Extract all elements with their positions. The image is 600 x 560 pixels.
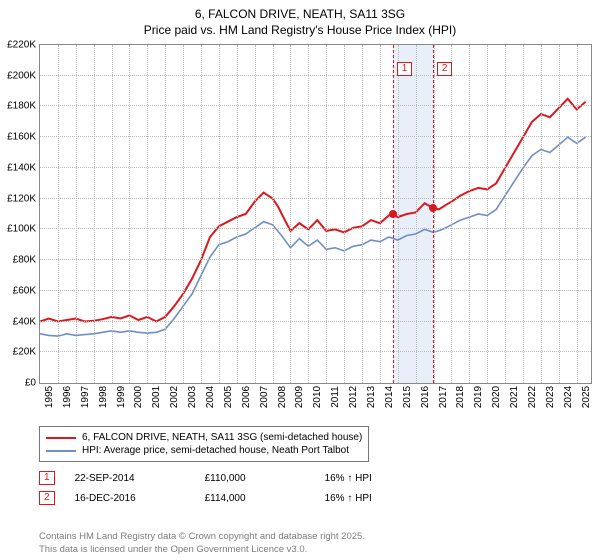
x-tick-label: 2015	[398, 386, 413, 408]
y-tick-label: £180K	[7, 101, 40, 112]
x-tick-label: 2013	[362, 386, 377, 408]
y-tick-label: £220K	[7, 40, 40, 51]
sale-row: 1 22-SEP-2014 £110,000 16% ↑ HPI	[39, 468, 590, 488]
marker-dot-2	[429, 204, 437, 212]
x-tick-label: 1996	[58, 386, 73, 408]
legend-label: HPI: Average price, semi-detached house,…	[82, 445, 349, 456]
sale-index-box: 2	[39, 491, 55, 505]
x-tick-label: 1997	[76, 386, 91, 408]
x-tick-label: 2022	[523, 386, 538, 408]
x-tick-label: 2006	[237, 386, 252, 408]
y-tick-label: £60K	[13, 285, 40, 296]
x-tick-label: 2012	[344, 386, 359, 408]
legend-label: 6, FALCON DRIVE, NEATH, SA11 3SG (semi-d…	[82, 432, 362, 443]
legend-swatch	[46, 437, 76, 439]
legend-item: 6, FALCON DRIVE, NEATH, SA11 3SG (semi-d…	[46, 431, 362, 444]
legend-item: HPI: Average price, semi-detached house,…	[46, 444, 362, 457]
x-tick-label: 2016	[416, 386, 431, 408]
sale-date: 16-DEC-2016	[75, 493, 185, 504]
x-tick-label: 2003	[183, 386, 198, 408]
chart-title: 6, FALCON DRIVE, NEATH, SA11 3SG Price p…	[0, 0, 600, 38]
x-tick-label: 2025	[577, 386, 592, 408]
sale-index-box: 1	[39, 471, 55, 485]
x-tick-label: 2011	[326, 386, 341, 408]
x-tick-label: 1995	[40, 386, 55, 408]
y-tick-label: £40K	[13, 316, 40, 327]
y-tick-label: £120K	[7, 193, 40, 204]
x-tick-label: 2019	[469, 386, 484, 408]
x-tick-label: 2004	[201, 386, 216, 408]
marker-label-2: 2	[437, 62, 453, 76]
y-tick-label: £160K	[7, 132, 40, 143]
marker-dot-1	[389, 210, 397, 218]
y-tick-label: £0	[25, 378, 40, 389]
sale-date: 22-SEP-2014	[75, 473, 185, 484]
sale-delta: 16% ↑ HPI	[325, 493, 372, 504]
footer-line1: Contains HM Land Registry data © Crown c…	[39, 531, 365, 543]
x-tick-label: 2000	[129, 386, 144, 408]
x-tick-label: 2018	[451, 386, 466, 408]
x-tick-label: 2014	[380, 386, 395, 408]
x-tick-label: 1998	[94, 386, 109, 408]
x-tick-label: 2023	[541, 386, 556, 408]
y-tick-label: £80K	[13, 255, 40, 266]
sale-price: £114,000	[205, 493, 305, 504]
marker-line-2	[433, 45, 434, 383]
x-tick-label: 2002	[165, 386, 180, 408]
title-line1: 6, FALCON DRIVE, NEATH, SA11 3SG	[0, 6, 600, 22]
x-tick-label: 2008	[273, 386, 288, 408]
series-price_paid	[40, 99, 586, 322]
x-tick-label: 2007	[255, 386, 270, 408]
chart-plot-area: £0£20K£40K£60K£80K£100K£120K£140K£160K£1…	[39, 44, 592, 384]
x-tick-label: 2021	[505, 386, 520, 408]
x-tick-label: 2024	[559, 386, 574, 408]
legend-swatch	[46, 450, 76, 452]
legend-box: 6, FALCON DRIVE, NEATH, SA11 3SG (semi-d…	[39, 426, 369, 462]
y-tick-label: £200K	[7, 70, 40, 81]
y-tick-label: £20K	[13, 347, 40, 358]
y-tick-label: £100K	[7, 224, 40, 235]
y-tick-label: £140K	[7, 162, 40, 173]
x-tick-label: 2010	[308, 386, 323, 408]
x-tick-label: 2020	[487, 386, 502, 408]
footer-line2: This data is licensed under the Open Gov…	[39, 544, 365, 556]
x-tick-label: 1999	[112, 386, 127, 408]
sale-delta: 16% ↑ HPI	[325, 473, 372, 484]
marker-label-1: 1	[397, 62, 413, 76]
x-tick-label: 2001	[147, 386, 162, 408]
chart-lines	[40, 45, 591, 383]
x-tick-label: 2009	[290, 386, 305, 408]
title-line2: Price paid vs. HM Land Registry's House …	[0, 22, 600, 38]
sale-price: £110,000	[205, 473, 305, 484]
sales-table: 1 22-SEP-2014 £110,000 16% ↑ HPI 2 16-DEC-201…	[39, 468, 590, 508]
footer-attribution: Contains HM Land Registry data © Crown c…	[39, 531, 365, 556]
x-tick-label: 2017	[434, 386, 449, 408]
x-tick-label: 2005	[219, 386, 234, 408]
sale-row: 2 16-DEC-2016 £114,000 16% ↑ HPI	[39, 488, 590, 508]
